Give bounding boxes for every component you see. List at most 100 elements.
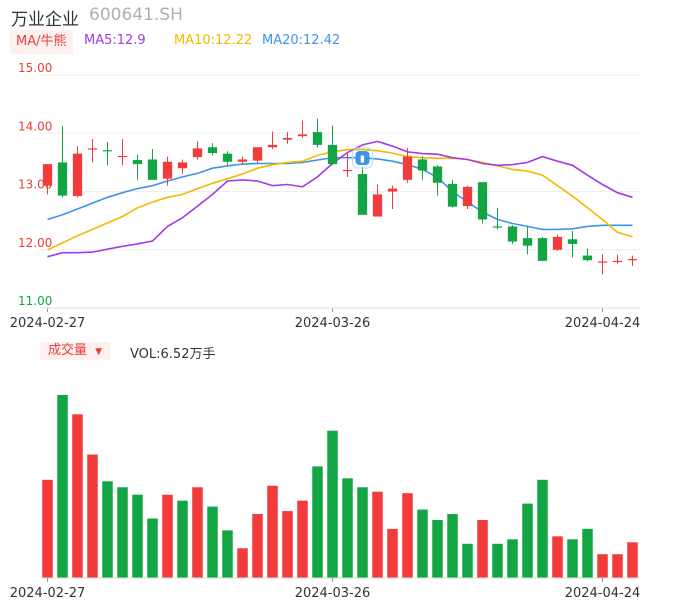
candle [192, 141, 203, 160]
candle-body [342, 169, 353, 172]
dropdown-arrow-icon: ▼ [95, 347, 103, 357]
volume-bar [522, 503, 533, 578]
candle [417, 156, 428, 180]
candle [87, 139, 98, 163]
price-axis: 15.00 14.00 13.00 12.00 11.00 [18, 61, 52, 308]
volume-indicator-selector[interactable]: 成交量 ▼ [40, 342, 111, 360]
volume-bar [507, 539, 518, 578]
candle-body [207, 147, 218, 154]
candlesticks [42, 118, 638, 275]
candle-body [147, 159, 158, 180]
price-tick-label: 13.00 [18, 178, 52, 192]
candle [387, 185, 398, 209]
volume-date-tick-label: 2024-04-24 [565, 586, 641, 601]
candle-body [522, 238, 533, 246]
candle [162, 156, 173, 186]
candle [507, 225, 518, 244]
candle-body [477, 182, 488, 220]
date-axis: 2024-02-27 2024-03-26 2024-04-24 [10, 307, 640, 331]
moving-average-lines [47, 140, 633, 258]
candle-body [297, 134, 308, 137]
price-tick-label: 11.00 [18, 294, 52, 308]
volume-badge-label: 成交量 [48, 343, 88, 358]
volume-date-axis: 2024-02-27 2024-03-26 2024-04-24 [10, 577, 641, 601]
candle-body [582, 255, 593, 261]
price-tick-label: 15.00 [18, 61, 52, 75]
candle [372, 184, 383, 217]
ma-indicator-selector[interactable]: MA/牛熊 [10, 30, 73, 54]
candle [342, 153, 353, 177]
candle [357, 167, 368, 215]
ma20-legend: MA20:12.42 [262, 33, 341, 48]
price-tick-label: 12.00 [18, 236, 52, 250]
candle [462, 185, 473, 209]
candle [567, 231, 578, 258]
volume-bar [192, 487, 203, 578]
candle-body [357, 174, 368, 215]
event-marker-ring [352, 147, 373, 169]
ma20-line [47, 156, 633, 231]
event-marker[interactable]: ▮ [352, 147, 373, 169]
candle-body [417, 159, 428, 171]
candle-body [492, 226, 503, 228]
volume-bar [342, 478, 353, 578]
volume-bar [87, 454, 98, 578]
ma10-line [47, 148, 633, 251]
date-tick-label: 2024-02-27 [10, 316, 86, 331]
volume-bar [132, 494, 143, 578]
event-marker-badge [355, 151, 370, 165]
candle-body [87, 148, 98, 150]
candle-body [282, 137, 293, 140]
event-marker-glyph: ▮ [360, 155, 365, 165]
volume-bar [162, 494, 173, 578]
candle [537, 236, 548, 262]
volume-bar [237, 548, 248, 578]
stock-name: 万业企业 [11, 10, 79, 30]
price-tick-label: 14.00 [18, 119, 52, 133]
candle [222, 151, 233, 166]
volume-bar [432, 519, 443, 578]
candle-body [372, 194, 383, 217]
candle [282, 132, 293, 144]
candle-body [132, 160, 143, 165]
volume-bar [567, 539, 578, 578]
candle [297, 120, 308, 138]
candle-body [57, 162, 68, 196]
volume-bar [72, 414, 83, 578]
candle [57, 126, 68, 198]
candle [432, 165, 443, 196]
volume-value: VOL:6.52万手 [130, 347, 216, 362]
candle-body [447, 183, 458, 207]
volume-bar [267, 485, 278, 578]
price-grid [40, 74, 640, 309]
volume-bar [297, 500, 308, 578]
volume-bar [492, 543, 503, 578]
candle-body [42, 164, 53, 186]
candle-body [237, 159, 248, 162]
candle-body [402, 156, 413, 180]
candle-body [627, 259, 638, 261]
candle-body [432, 166, 443, 183]
volume-date-tick-label: 2024-03-26 [295, 586, 371, 601]
candle [447, 179, 458, 208]
stock-code: 600641.SH [89, 5, 183, 25]
candle [177, 159, 188, 175]
candle-body [327, 144, 338, 165]
volume-bar [372, 491, 383, 578]
candle [402, 147, 413, 183]
volume-bar [102, 481, 113, 578]
candle-body [312, 132, 323, 145]
candle-body [387, 188, 398, 192]
volume-bar [417, 509, 428, 578]
candle-body [597, 261, 608, 263]
volume-bar [552, 536, 563, 578]
volume-bar [207, 506, 218, 578]
ma10-legend: MA10:12.22 [174, 33, 253, 48]
candle [627, 255, 638, 267]
candle [132, 154, 143, 180]
ma5-legend: MA5:12.9 [84, 33, 146, 48]
volume-bar [597, 554, 608, 578]
candle [327, 125, 338, 166]
candle-body [567, 239, 578, 244]
